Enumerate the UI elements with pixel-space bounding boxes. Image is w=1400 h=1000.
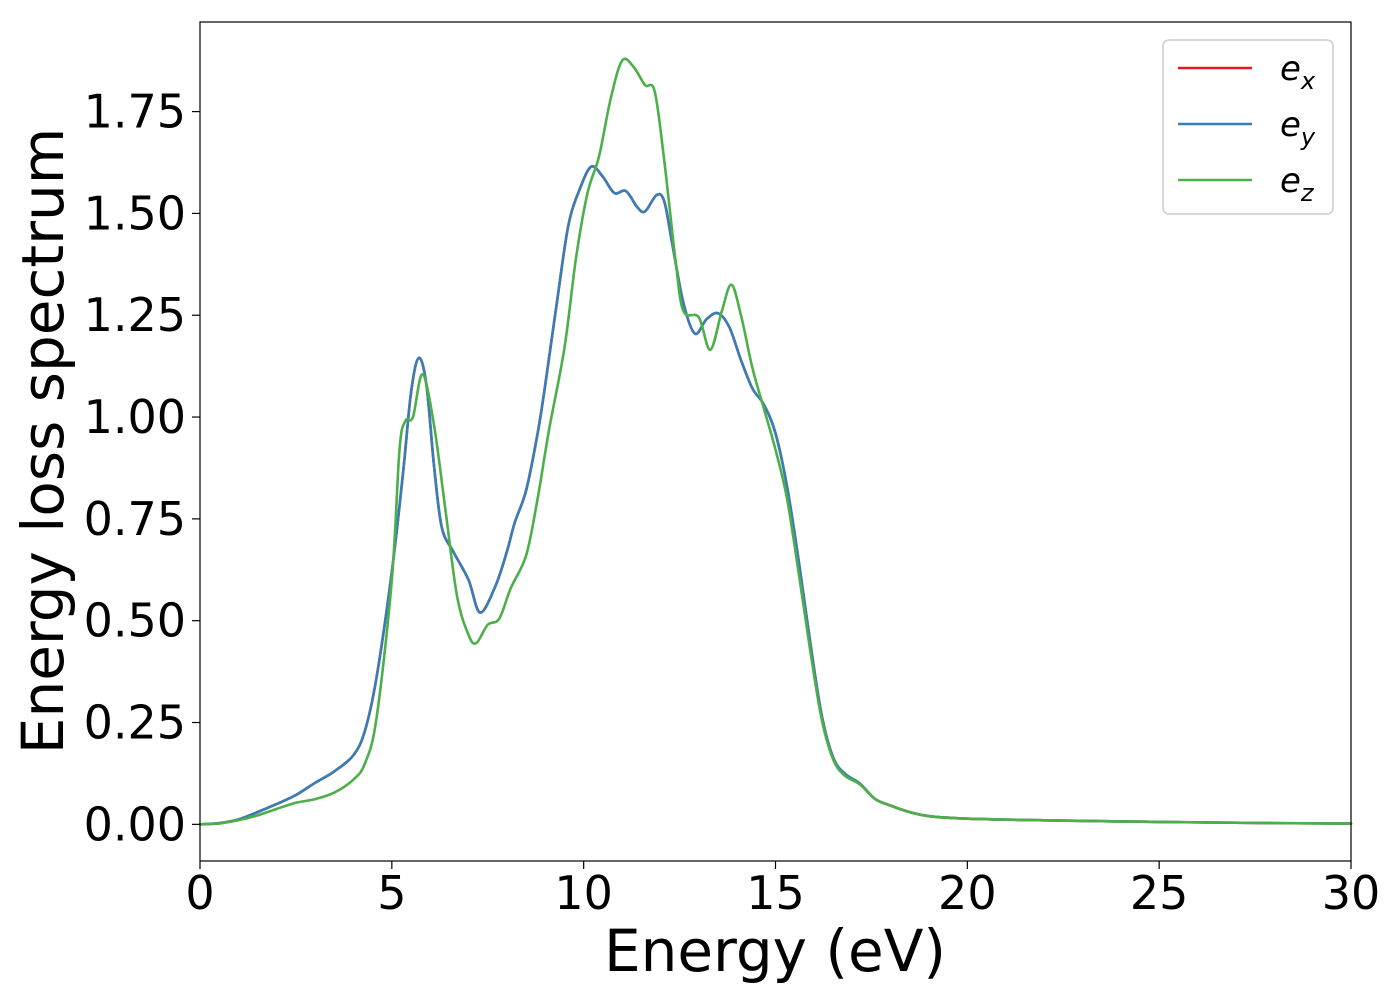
x-tick-label: 15 [746,866,805,920]
series-line-ey [198,164,1353,826]
y-tick-label: 0.00 [84,797,186,851]
x-axis: 0 5 10 15 20 25 30 [185,861,1380,920]
y-tick-label: 0.75 [84,492,186,546]
y-tick-label: 1.75 [84,85,186,139]
y-tick-label: 1.50 [84,186,186,240]
series-layer [198,57,1353,826]
y-tick-label: 0.50 [84,594,186,648]
x-tick-label: 30 [1322,866,1381,920]
y-axis: 0.00 0.25 0.50 0.75 1.00 1.25 1.50 1.75 [84,85,200,851]
x-tick-label: 10 [554,866,613,920]
y-tick-label: 1.00 [84,390,186,444]
y-tick-label: 0.25 [84,696,186,750]
x-tick-label: 0 [185,866,214,920]
x-tick-label: 25 [1130,866,1189,920]
y-tick-label: 1.25 [84,288,186,342]
x-tick-label: 5 [377,866,406,920]
x-axis-label: Energy (eV) [604,917,946,985]
legend-box [1162,39,1334,215]
y-axis-label: Energy loss spectrum [9,128,77,754]
series-line-ez [198,57,1353,826]
plot-background [200,22,1351,861]
x-tick-label: 20 [938,866,997,920]
legend-label-ey: ey [1280,105,1316,151]
